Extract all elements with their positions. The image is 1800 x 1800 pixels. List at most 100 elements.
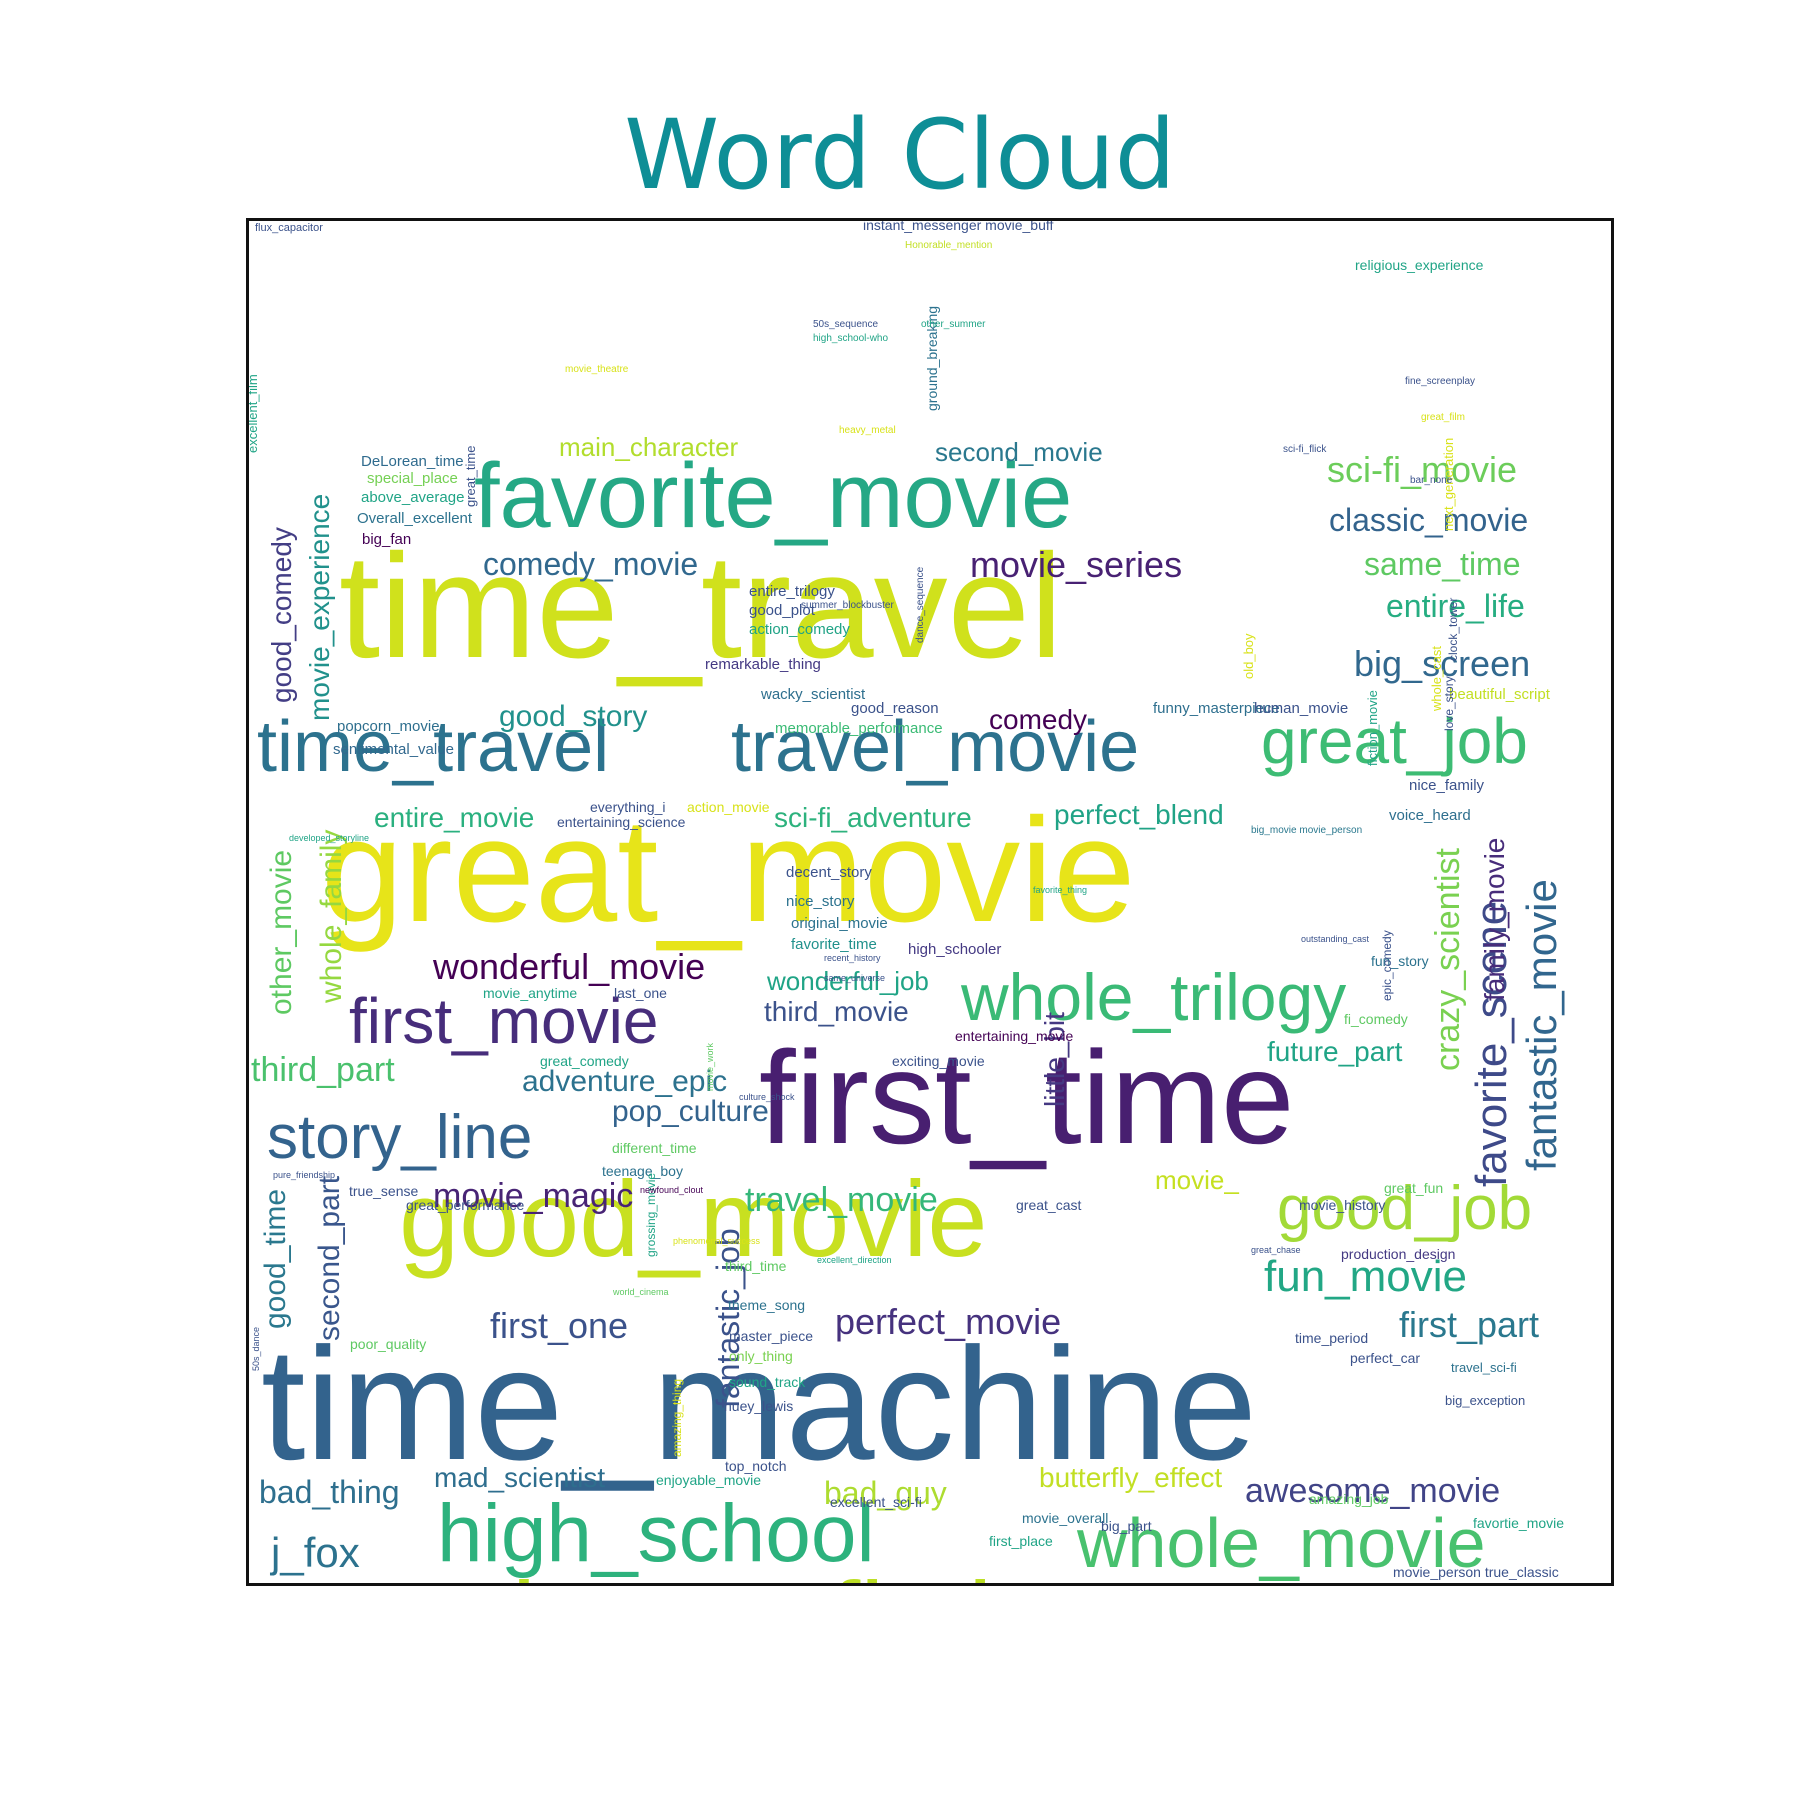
word-1: time_machine: [261, 1314, 1257, 1493]
word-191: favorite_thing: [1033, 885, 1087, 895]
word-31: wonderful_movie: [432, 946, 705, 987]
word-180: high_school-who: [813, 333, 888, 344]
word-198: newfound_clout: [640, 1185, 704, 1195]
word-73: sentimental_value: [333, 741, 454, 758]
word-19: great_story: [699, 1582, 939, 1586]
word-100: fun_story: [1371, 953, 1429, 969]
word-183: fine_screenplay: [1405, 376, 1475, 387]
word-193: same_universe: [824, 973, 885, 983]
word-93: action_movie: [687, 799, 770, 815]
word-2: great_movie: [321, 788, 1135, 953]
word-179: 50s_sequence: [813, 319, 878, 330]
word-200: phenomenal_success: [673, 1236, 761, 1246]
word-102: movie_anytime: [483, 985, 577, 1001]
word-47: good_story: [499, 700, 647, 733]
word-62: little_bit: [1039, 1012, 1070, 1107]
word-81: action_comedy: [749, 621, 850, 638]
word-161: instant_messenger movie_buff: [863, 218, 1054, 233]
word-196: outstanding_cast: [1301, 934, 1370, 944]
word-5: science_fiction: [404, 1559, 1112, 1586]
word-70: wonderful_job: [766, 966, 929, 996]
word-187: bar_none: [1410, 475, 1453, 486]
word-16: good_job: [1277, 1174, 1532, 1243]
word-25: j_fox: [269, 1529, 360, 1576]
word-195: culture_shock: [739, 1092, 795, 1102]
word-182: movie_theatre: [565, 364, 629, 375]
word-126: excellent_sci-fi: [830, 1494, 922, 1510]
word-99: high_schooler: [908, 941, 1001, 958]
word-90: voice_heard: [1389, 807, 1471, 824]
chart-title: Word Cloud: [624, 99, 1176, 211]
word-69: comedy: [989, 704, 1087, 735]
word-41: same_time: [1364, 546, 1521, 582]
word-101: last_one: [614, 985, 667, 1001]
word-178: travel_sci-fi: [1451, 1360, 1517, 1375]
word-190: developed_storyline: [289, 833, 369, 843]
word-124: perfect_car: [1350, 1350, 1420, 1366]
word-57: butterfly_effect: [1039, 1462, 1222, 1493]
word-176: grossing_movie: [644, 1173, 658, 1257]
word-40: classic_movie: [1329, 502, 1528, 538]
word-174: amazing_thing: [670, 1379, 684, 1457]
word-35: travel_movie: [745, 1181, 938, 1219]
word-63: future_part: [1267, 1036, 1403, 1067]
word-36: awesome_movie: [1245, 1472, 1500, 1510]
word-56: mad_scientist: [434, 1462, 605, 1493]
word-112: movie_history: [1299, 1197, 1385, 1213]
word-83: wacky_scientist: [760, 686, 866, 703]
word-85: memorable_performance: [775, 720, 943, 737]
word-10: travel_movie: [731, 707, 1139, 787]
word-75: special_place: [367, 470, 458, 487]
word-43: fantastic_job: [710, 1228, 746, 1408]
word-107: different_time: [612, 1140, 697, 1156]
word-130: first_place: [989, 1533, 1053, 1549]
word-172: fiction_movie: [1365, 690, 1380, 766]
word-71: movie_: [1155, 1165, 1239, 1195]
word-181: other_summer: [921, 319, 986, 330]
word-199: 50s_dance: [251, 1327, 261, 1371]
word-125: enjoyable_movie: [656, 1472, 761, 1488]
word-96: nice_story: [786, 893, 855, 910]
word-61: third_movie: [764, 996, 909, 1027]
word-115: theme_song: [728, 1297, 805, 1313]
word-72: popcorn_movie: [337, 718, 440, 735]
word-50: other_movie: [265, 850, 298, 1015]
word-147: movie_person true_classic: [1393, 1564, 1559, 1580]
word-64: second_movie: [935, 437, 1103, 467]
word-39: comedy_movie: [483, 546, 698, 582]
word-197: pure_friendship: [273, 1170, 335, 1180]
word-175: epic_comedy: [1380, 930, 1394, 1001]
word-77: Overall_excellent: [357, 510, 473, 527]
word-92: everything_i: [590, 799, 666, 815]
word-22: fun_movie: [1264, 1252, 1467, 1301]
word-109: true_sense: [349, 1183, 418, 1199]
word-111: great_cast: [1016, 1197, 1081, 1213]
word-18: great_plot: [1329, 1576, 1551, 1586]
word-14: great_job: [1261, 705, 1528, 777]
word-202: excellent_direction: [817, 1255, 892, 1265]
word-12: whole_trilogy: [960, 960, 1346, 1034]
word-51: whole_family: [315, 830, 348, 1004]
word-13: first_movie: [349, 985, 658, 1057]
word-34: movie_magic: [433, 1177, 633, 1215]
word-117: master_piece: [729, 1328, 813, 1344]
word-106: great_comedy: [540, 1053, 629, 1069]
word-98: favorite_time: [791, 936, 877, 953]
word-108: teenage_boy: [602, 1163, 683, 1179]
word-166: excellent_film: [246, 374, 260, 453]
word-163: religious_experience: [1355, 257, 1484, 273]
word-97: original_movie: [791, 915, 888, 932]
word-114: third_time: [725, 1258, 787, 1274]
word-8: high_school: [437, 1488, 875, 1579]
word-38: third_part: [251, 1051, 395, 1089]
word-104: fi_comedy: [1344, 1011, 1408, 1027]
word-52: family_movie: [1479, 838, 1510, 1001]
word-120: huey_lewis: [724, 1398, 793, 1414]
word-60: pop_culture: [612, 1095, 769, 1128]
word-79: entire_trilogy: [749, 583, 835, 600]
word-94: entertaining_science: [557, 814, 686, 830]
word-165: ground_breaking: [924, 306, 940, 411]
word-201: world_cinema: [612, 1287, 669, 1297]
word-59: adventure_epic: [522, 1065, 727, 1098]
word-162: Honorable_mention: [905, 240, 992, 251]
